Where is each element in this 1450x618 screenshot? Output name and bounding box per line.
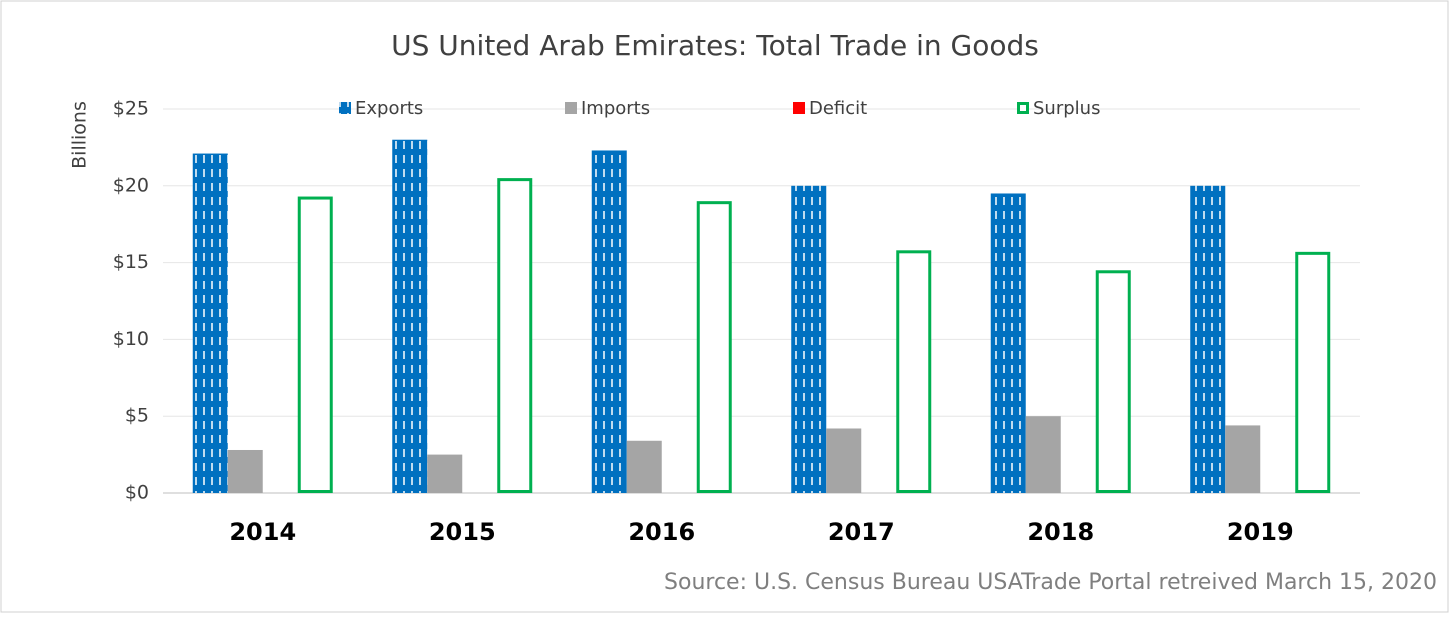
legend-label: Deficit <box>809 98 867 119</box>
legend-label: Surplus <box>1033 98 1100 119</box>
x-tick-label: 2014 <box>229 518 296 546</box>
y-tick-label: $5 <box>125 405 149 427</box>
bar <box>626 440 662 493</box>
y-tick-label: $15 <box>113 251 149 273</box>
legend-label: Exports <box>355 98 423 119</box>
y-tick-label: $0 <box>125 482 149 504</box>
legend-swatch <box>793 102 805 114</box>
x-tick-label: 2016 <box>628 518 695 546</box>
legend-swatch <box>1017 102 1029 114</box>
y-axis-label: Billions <box>69 101 91 169</box>
bar <box>227 449 263 493</box>
legend-label: Imports <box>581 98 650 119</box>
legend-swatch <box>339 102 351 114</box>
source-note: Source: U.S. Census Bureau USATrade Port… <box>664 570 1437 595</box>
bar <box>1095 270 1131 493</box>
bar <box>591 150 627 494</box>
bar <box>297 196 333 493</box>
bar <box>696 201 732 493</box>
bar <box>1025 416 1061 493</box>
bar <box>826 428 862 493</box>
bar <box>392 139 428 493</box>
legend-swatch <box>565 102 577 114</box>
x-tick-label: 2015 <box>429 518 496 546</box>
bar <box>427 454 463 493</box>
y-tick-label: $10 <box>113 328 149 350</box>
bar <box>192 153 228 493</box>
y-tick-label: $25 <box>113 98 149 120</box>
bar <box>990 193 1026 494</box>
y-tick-label: $20 <box>113 174 149 196</box>
bar <box>497 178 533 493</box>
bar <box>791 185 827 494</box>
chart-title: US United Arab Emirates: Total Trade in … <box>391 29 1039 62</box>
bar <box>1225 425 1261 493</box>
bar <box>896 250 932 493</box>
bar <box>1190 185 1226 494</box>
x-tick-label: 2017 <box>828 518 895 546</box>
x-tick-label: 2018 <box>1027 518 1094 546</box>
x-tick-label: 2019 <box>1227 518 1294 546</box>
bar <box>1295 251 1331 493</box>
